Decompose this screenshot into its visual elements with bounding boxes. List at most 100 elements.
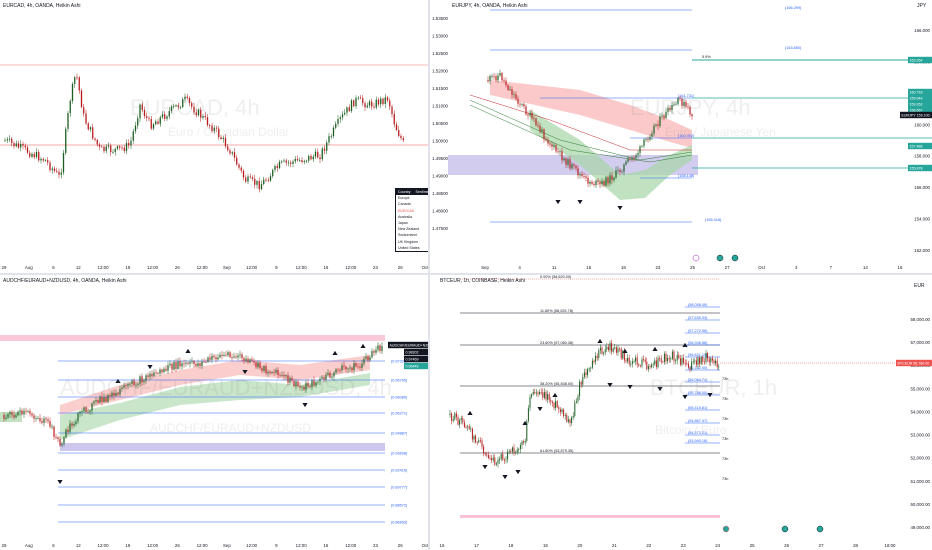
eurcad-candle xyxy=(213,127,215,132)
eurjpy-left-y-tick: 1.48500 xyxy=(432,191,448,196)
eurcad-candle xyxy=(148,117,150,119)
btceur-candle xyxy=(708,358,710,363)
btceur-candle xyxy=(567,419,569,422)
eurjpy-candle xyxy=(497,75,499,81)
eurcad-candle xyxy=(83,107,85,114)
eurcad-candle xyxy=(258,181,260,190)
spread-candle xyxy=(295,381,297,387)
chart-pane-audchf-spread[interactable]: (0.97321) (0.96705) (0.96080) (0.95271) (0.9… xyxy=(0,275,428,550)
spread-candle xyxy=(283,374,285,377)
eurcad-candle xyxy=(377,99,380,105)
spread-candle xyxy=(343,365,345,367)
eurjpy-right-tag: 157.488 xyxy=(910,144,923,148)
eurcad-candle xyxy=(353,100,355,107)
eurcad-candle xyxy=(220,137,222,139)
btceur-x-tick: 27 xyxy=(819,543,824,548)
spread-candle xyxy=(207,357,209,363)
eurjpy-left-y-tick: 1.47500 xyxy=(432,226,448,231)
eurjpy-candle xyxy=(491,75,493,77)
spread-candle xyxy=(63,437,65,444)
btceur-candle xyxy=(684,362,686,364)
eurcad-candle xyxy=(179,106,182,108)
spread-candle xyxy=(147,375,149,378)
spread-candle xyxy=(101,396,103,402)
eurcad-candle xyxy=(281,161,283,163)
eurjpy-x-tick: 4 xyxy=(518,265,521,270)
eurjpy-candle xyxy=(685,102,687,107)
spread-level-label: (0.86853) xyxy=(391,520,408,524)
eurcad-candle xyxy=(400,135,402,139)
btceur-candle xyxy=(713,360,715,364)
btceur-candle xyxy=(638,364,640,366)
eurjpy-candle xyxy=(521,104,523,106)
btceur-chart: 58,000.0057,000.0056,000.0055,000.0054,0… xyxy=(440,275,932,548)
spread-candle xyxy=(153,372,155,377)
eurcad-candle xyxy=(24,145,26,148)
eurjpy-left-y-tick: 1.50500 xyxy=(432,121,448,126)
spread-candle xyxy=(235,356,237,358)
eurcad-candle xyxy=(366,105,368,108)
eurjpy-red-band xyxy=(490,80,692,148)
eurcad-candle xyxy=(105,146,107,152)
spread-title: AUDCHF/EURAUD+NZDUSD, 4h, OANDA, Heikin … xyxy=(3,278,127,284)
spread-candle xyxy=(127,384,129,386)
spread-candle xyxy=(317,381,319,383)
btceur-candle xyxy=(499,458,501,461)
pane-divider-vertical[interactable] xyxy=(428,0,430,550)
btceur-candle xyxy=(483,446,485,454)
spread-watermark: AUDCHF/EURAUD+NZDUSD, 4h xyxy=(60,375,392,400)
spread-candle xyxy=(51,426,53,428)
eurcad-x-tick: 12:00 xyxy=(296,265,308,270)
btceur-candle xyxy=(543,392,545,398)
eurcad-candle xyxy=(204,115,206,118)
eurjpy-x-tick: 7 xyxy=(830,265,833,270)
spread-candle xyxy=(217,357,219,360)
chart-pane-btceur[interactable]: 58,000.0057,000.0056,000.0055,000.0054,0… xyxy=(430,275,932,550)
btceur-down-arrow xyxy=(482,465,488,470)
eurcad-candle xyxy=(263,179,265,185)
spread-candle xyxy=(161,369,163,373)
eurcad-candle xyxy=(51,168,53,171)
chart-pane-eurcad[interactable]: EURCAD 1.5028629Aug61212:001912:002612:0… xyxy=(0,0,428,273)
btceur-candle xyxy=(475,435,477,443)
eurjpy-candle xyxy=(665,111,667,119)
btceur-candle xyxy=(460,418,462,421)
eurjpy-candle xyxy=(569,159,571,169)
btceur-down-arrow xyxy=(627,385,633,390)
spread-candle xyxy=(257,362,259,368)
spread-candle xyxy=(289,377,291,383)
btceur-candle xyxy=(547,394,549,400)
eurjpy-left-y-tick: 1.53500 xyxy=(432,16,448,21)
eurjpy-x-tick: 3 xyxy=(795,265,798,270)
btceur-x-tick: 17 xyxy=(474,543,479,548)
btceur-candle xyxy=(467,426,469,428)
spread-candle xyxy=(225,354,227,356)
eurjpy-candle xyxy=(633,157,635,159)
strength-table-row: Canada6.2% xyxy=(396,201,428,207)
spread-candle xyxy=(379,345,381,352)
eurjpy-signal-label: 5.9% xyxy=(702,55,711,59)
spread-candle xyxy=(327,372,329,375)
btceur-watermark: BTCEUR, 1h xyxy=(650,375,778,400)
spread-candle xyxy=(277,369,279,375)
spread-candle xyxy=(195,363,197,367)
eurjpy-candle xyxy=(495,76,497,81)
spread-x-tick: 23 xyxy=(373,543,378,548)
eurjpy-x-tick: 25 xyxy=(690,265,695,270)
btceur-candle xyxy=(542,392,544,398)
btceur-candle xyxy=(487,454,489,459)
strength-table-row: New Zealand5.2% xyxy=(396,226,428,232)
eurcad-candle xyxy=(128,143,130,146)
spread-candle xyxy=(369,357,371,361)
btceur-current-tag: BTCEUR 56,780.00 xyxy=(898,361,930,365)
eurjpy-candle xyxy=(553,145,555,147)
chart-pane-eurjpy[interactable]: 1.53500 1.53000 1.52500 1.52000 1.51500 1.510… xyxy=(430,0,932,273)
eurjpy-candle xyxy=(577,168,579,176)
btceur-candle xyxy=(625,360,627,362)
spread-candle xyxy=(305,382,307,390)
eurcad-candle xyxy=(346,107,348,113)
pane-divider-horizontal[interactable] xyxy=(0,273,932,275)
eurcad-candle xyxy=(222,137,224,139)
eurjpy-right-tag-bg xyxy=(908,100,932,108)
eurjpy-candle xyxy=(631,157,633,159)
